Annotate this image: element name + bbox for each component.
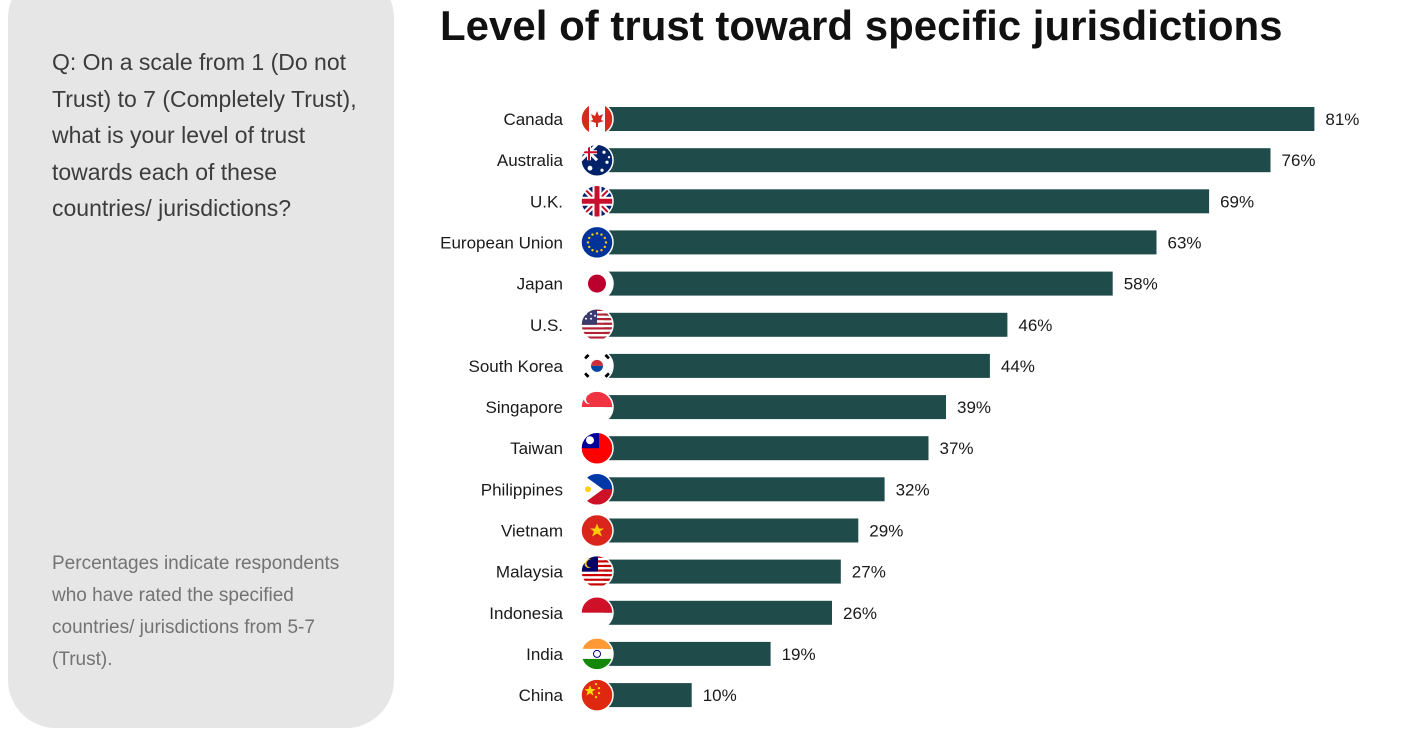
indonesia-flag-icon <box>580 596 614 630</box>
value-label: 29% <box>869 522 903 541</box>
south-korea-flag-icon <box>580 349 614 383</box>
value-label: 39% <box>957 398 991 417</box>
category-label: Malaysia <box>496 563 564 582</box>
value-label: 10% <box>703 686 737 705</box>
category-label: U.K. <box>530 192 563 211</box>
bar <box>604 559 841 584</box>
china-flag-icon <box>580 678 614 712</box>
value-label: 19% <box>782 645 816 664</box>
value-label: 32% <box>896 480 930 499</box>
value-label: 37% <box>940 439 974 458</box>
bar <box>604 477 885 502</box>
category-label: Vietnam <box>501 522 563 541</box>
australia-flag-icon <box>580 143 614 177</box>
question-text: Q: On a scale from 1 (Do not Trust) to 7… <box>52 49 357 221</box>
question-panel <box>8 0 394 728</box>
percentage-note: Percentages indicate respondents who hav… <box>52 553 340 670</box>
us-flag-icon <box>580 308 614 342</box>
category-label: Singapore <box>485 398 563 417</box>
value-label: 76% <box>1282 151 1316 170</box>
category-label: Taiwan <box>510 439 563 458</box>
bar <box>604 312 1008 337</box>
bar <box>604 271 1113 296</box>
category-label: Canada <box>503 110 563 129</box>
value-label: 46% <box>1018 316 1052 335</box>
taiwan-flag-icon <box>580 431 614 465</box>
category-label: China <box>519 686 564 705</box>
bar <box>604 683 692 708</box>
bar <box>604 148 1271 173</box>
value-label: 58% <box>1124 275 1158 294</box>
category-label: European Union <box>440 233 563 252</box>
canada-flag-icon <box>580 102 614 136</box>
bar <box>604 353 990 378</box>
bar <box>604 641 771 666</box>
value-label: 63% <box>1168 233 1202 252</box>
bar <box>604 230 1157 255</box>
european-union-flag-icon <box>580 225 614 260</box>
category-label: U.S. <box>530 316 563 335</box>
india-flag-icon <box>580 637 614 671</box>
category-label: South Korea <box>468 357 563 376</box>
japan-flag-icon <box>580 266 614 301</box>
category-label: Indonesia <box>489 604 563 623</box>
bar <box>604 395 946 420</box>
philippines-flag-icon <box>580 472 614 507</box>
bar <box>604 189 1210 214</box>
bar <box>604 107 1315 131</box>
value-label: 69% <box>1220 192 1254 211</box>
malaysia-flag-icon <box>580 554 614 589</box>
value-label: 26% <box>843 604 877 623</box>
vietnam-flag-icon <box>580 513 614 548</box>
chart-title: Level of trust toward specific jurisdict… <box>440 2 1283 49</box>
uk-flag-icon <box>580 184 614 219</box>
category-label: Philippines <box>481 480 563 499</box>
category-label: Japan <box>517 275 563 294</box>
value-label: 81% <box>1325 110 1359 129</box>
value-label: 27% <box>852 563 886 582</box>
category-label: India <box>526 645 563 664</box>
bar <box>604 600 832 625</box>
value-label: 44% <box>1001 357 1035 376</box>
singapore-flag-icon <box>580 390 614 424</box>
bar <box>604 518 859 543</box>
category-label: Australia <box>497 151 564 170</box>
bar <box>604 436 929 461</box>
